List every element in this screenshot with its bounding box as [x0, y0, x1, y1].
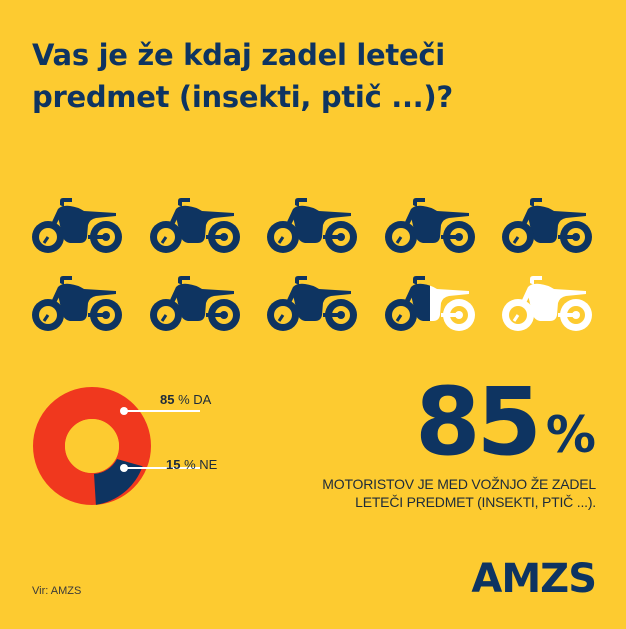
motorcycle-icon: [502, 198, 592, 253]
source-note: Vir: AMZS: [32, 585, 82, 597]
donut-slice-da: [33, 387, 151, 505]
headline-stat: 85 %: [415, 376, 596, 470]
donut-chart: [33, 387, 151, 505]
donut-slice-ne: [94, 459, 143, 505]
motorcycle-icon: [267, 276, 357, 331]
title-line-2: predmet (insekti, ptič ...)?: [32, 80, 453, 114]
headline-number: 85: [415, 368, 542, 477]
ne-value: 15: [166, 457, 181, 472]
motorcycle-icon-half: [384, 276, 475, 331]
label-ne: 15 % NE: [166, 457, 217, 472]
description-line-2: LETEČI PREDMET (INSEKTI, PTIČ ...).: [355, 494, 596, 510]
label-da: 85 % DA: [160, 392, 211, 407]
motorcycle-icon: [149, 198, 240, 253]
headline-percent: %: [545, 406, 596, 464]
motorcycle-icon: [32, 198, 122, 253]
motorcycle-icon-empty: [502, 276, 592, 331]
amzs-logo: AMZS: [471, 556, 597, 602]
ne-label: % NE: [184, 457, 218, 472]
da-label: % DA: [178, 392, 212, 407]
motorcycle-icon: [32, 276, 122, 331]
donut-leader-lines: [120, 407, 200, 472]
page-title: Vas je že kdaj zadel leteči predmet (ins…: [32, 34, 552, 118]
motorcycle-icon: [149, 276, 240, 331]
description-line-1: MOTORISTOV JE MED VOŽNJO ŽE ZADEL: [322, 476, 596, 492]
da-value: 85: [160, 392, 175, 407]
motorcycle-icon: [384, 198, 475, 253]
motorcycle-pictogram: [30, 197, 618, 353]
motorcycle-icon: [267, 198, 357, 253]
headline-description: MOTORISTOV JE MED VOŽNJO ŽE ZADEL LETEČI…: [322, 475, 596, 511]
title-line-1: Vas je že kdaj zadel leteči: [32, 38, 445, 72]
